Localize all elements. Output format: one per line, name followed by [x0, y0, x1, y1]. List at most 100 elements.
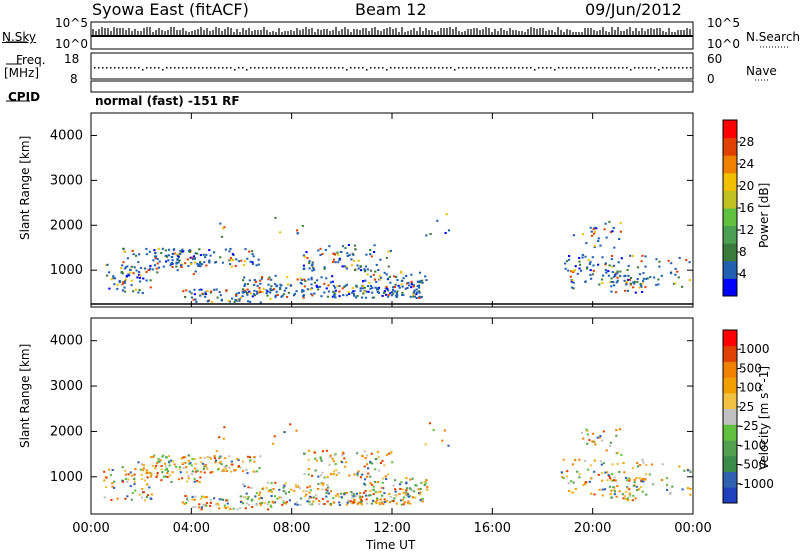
echo-cell [689, 469, 692, 472]
echo-cell [204, 256, 207, 259]
echo-cell [302, 490, 305, 493]
echo-cell [307, 278, 310, 281]
echo-cell [613, 489, 616, 491]
echo-cell [182, 456, 185, 459]
nave-label: Nave [746, 64, 777, 78]
echo-cell [265, 486, 268, 489]
echo-cell [363, 270, 367, 273]
echo-cell [295, 429, 298, 432]
echo-cell [161, 247, 164, 250]
echo-cell [283, 289, 286, 292]
echo-cell [274, 495, 277, 498]
echo-cell [124, 478, 127, 480]
echo-cell [142, 491, 145, 494]
echo-cell [267, 508, 270, 511]
echo-cell [378, 503, 382, 506]
echo-cell [285, 501, 288, 504]
echo-cell [153, 454, 156, 457]
freq-dot [214, 67, 216, 69]
echo-cell [332, 470, 336, 473]
echo-cell [251, 263, 255, 265]
echo-cell [309, 495, 312, 498]
echo-cell [185, 471, 189, 474]
echo-cell [385, 285, 388, 288]
echo-cell [158, 260, 161, 263]
echo-cell [645, 473, 648, 476]
echo-cell [191, 458, 194, 461]
echo-cell [223, 506, 226, 509]
echo-cell [325, 488, 328, 491]
echo-cell [341, 461, 344, 464]
colorbar-tick-label: 28 [739, 135, 754, 149]
echo-cell [629, 277, 633, 279]
echo-cell [111, 469, 114, 471]
echo-cell [369, 460, 372, 463]
echo-cell [214, 261, 217, 264]
echo-cell [284, 502, 287, 505]
echo-cell [142, 464, 145, 467]
echo-cell [685, 259, 688, 261]
freq-dot [334, 67, 336, 69]
echo-cell [298, 487, 302, 490]
echo-cell [604, 471, 607, 474]
echo-cell [321, 498, 324, 501]
echo-cell [150, 473, 153, 476]
echo-cell [202, 495, 205, 498]
freq-dot [98, 67, 100, 69]
freq-dot [202, 67, 204, 69]
echo-cell [611, 463, 614, 466]
echo-cell [274, 296, 277, 299]
echo-cell [612, 281, 615, 284]
colorbar-tick-label: 500 [739, 361, 762, 375]
echo-cell [251, 253, 254, 256]
freq-dot [390, 67, 392, 69]
echo-cell [248, 279, 251, 282]
freq-dot [622, 67, 624, 69]
echo-cell [182, 290, 185, 293]
echo-cell [188, 290, 191, 293]
echo-cell [230, 460, 233, 463]
echo-cell [645, 464, 648, 466]
echo-cell [593, 493, 596, 496]
echo-cell [399, 488, 402, 490]
echo-cell [610, 255, 614, 257]
echo-cell [272, 442, 275, 445]
echo-cell [363, 482, 366, 485]
echo-cell [209, 499, 212, 502]
echo-cell [333, 292, 336, 295]
echo-cell [103, 496, 106, 499]
echo-cell [139, 266, 143, 269]
echo-cell [121, 480, 125, 483]
echo-cell [613, 490, 616, 493]
freq-dot [314, 67, 316, 69]
echo-cell [617, 261, 620, 264]
echo-cell [418, 271, 422, 274]
echo-cell [259, 282, 262, 285]
echo-cell [589, 464, 592, 467]
freq-dot [510, 67, 512, 69]
echo-cell [242, 264, 245, 267]
echo-cell [170, 262, 173, 264]
echo-cell [236, 508, 239, 511]
echo-cell [258, 497, 261, 500]
echo-cell [561, 476, 564, 479]
echo-cell [576, 272, 579, 275]
echo-cell [171, 256, 174, 259]
echo-cell [309, 489, 312, 492]
echo-cell [580, 431, 584, 434]
echo-cell [302, 268, 305, 271]
echo-cell [565, 260, 569, 263]
echo-cell [400, 503, 403, 506]
echo-cell [409, 295, 412, 298]
x-tick-label: 00:00 [72, 521, 109, 536]
echo-cell [359, 501, 362, 503]
echo-cell [642, 480, 645, 483]
freq-dot [482, 67, 484, 69]
echo-cell [307, 458, 310, 461]
echo-cell [681, 488, 684, 491]
echo-cell [352, 501, 355, 504]
echo-cell [356, 472, 359, 475]
colorbar-swatch [723, 487, 737, 504]
echo-cell [204, 465, 207, 468]
freq-dot [518, 67, 520, 69]
